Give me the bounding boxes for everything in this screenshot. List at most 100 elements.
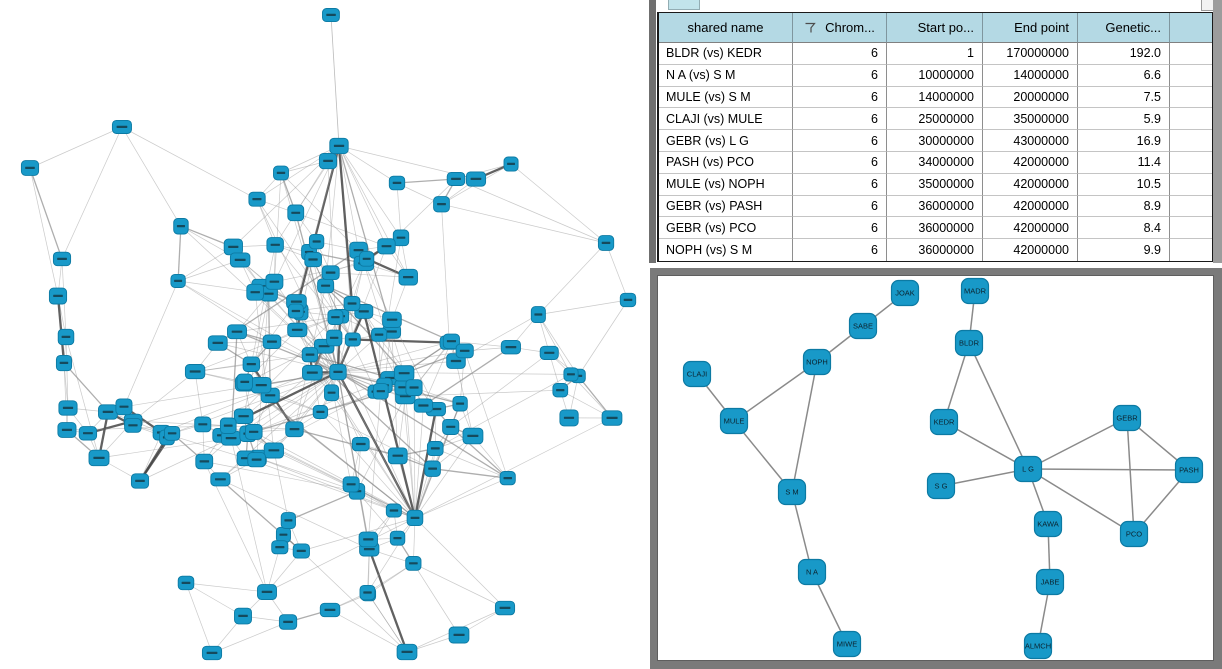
network-node[interactable] bbox=[302, 365, 323, 381]
network-node[interactable] bbox=[499, 471, 516, 486]
network-edge[interactable] bbox=[414, 468, 433, 519]
subnetwork-edge[interactable] bbox=[791, 361, 818, 493]
network-node[interactable] bbox=[55, 354, 73, 372]
subnetwork-node-miwe[interactable]: MIWE bbox=[832, 630, 862, 658]
network-node[interactable] bbox=[48, 287, 68, 305]
network-edge[interactable] bbox=[250, 244, 276, 365]
network-edge[interactable] bbox=[121, 126, 258, 200]
network-edge[interactable] bbox=[368, 548, 409, 653]
network-node[interactable] bbox=[304, 252, 322, 268]
network-node[interactable] bbox=[262, 334, 282, 349]
network-edge[interactable] bbox=[441, 204, 450, 343]
table-row[interactable]: MULE (vs) NOPH 6 35000000 42000000 10.5 bbox=[659, 173, 1212, 196]
network-node[interactable] bbox=[405, 379, 423, 396]
network-edge[interactable] bbox=[338, 145, 387, 247]
network-node[interactable] bbox=[287, 204, 305, 222]
network-edge[interactable] bbox=[441, 203, 607, 244]
network-node[interactable] bbox=[344, 332, 361, 347]
network-edge[interactable] bbox=[139, 432, 163, 482]
network-node[interactable] bbox=[552, 383, 569, 398]
network-node[interactable] bbox=[20, 160, 40, 176]
network-node[interactable] bbox=[219, 417, 237, 434]
network-edge[interactable] bbox=[177, 226, 182, 282]
network-edge[interactable] bbox=[63, 362, 109, 413]
network-edge[interactable] bbox=[185, 582, 213, 654]
subnetwork-edge[interactable] bbox=[1126, 417, 1135, 535]
subnetwork-edge[interactable] bbox=[968, 342, 1029, 470]
network-node[interactable] bbox=[351, 436, 370, 452]
network-node[interactable] bbox=[124, 417, 142, 433]
network-node[interactable] bbox=[194, 416, 212, 433]
network-edge[interactable] bbox=[295, 212, 387, 247]
network-node[interactable] bbox=[426, 441, 444, 457]
network-node[interactable] bbox=[372, 383, 389, 400]
subnetwork-node-claji[interactable]: CLAJI bbox=[682, 360, 712, 388]
network-node[interactable] bbox=[233, 408, 254, 424]
network-edge[interactable] bbox=[338, 145, 393, 332]
network-node[interactable] bbox=[58, 400, 78, 416]
network-node[interactable] bbox=[210, 472, 231, 487]
network-edge[interactable] bbox=[243, 293, 270, 417]
panel-splitter[interactable] bbox=[649, 0, 656, 263]
network-edge[interactable] bbox=[185, 582, 268, 593]
network-edge[interactable] bbox=[29, 167, 63, 260]
network-edge[interactable] bbox=[367, 517, 416, 593]
network-node[interactable] bbox=[292, 543, 310, 559]
column-header-shared-name[interactable]: shared name bbox=[659, 13, 793, 43]
network-node[interactable] bbox=[503, 156, 519, 172]
network-node[interactable] bbox=[195, 453, 214, 470]
subnetwork-node-l-g[interactable]: L G bbox=[1013, 455, 1043, 483]
network-node[interactable] bbox=[398, 268, 418, 286]
subnetwork-edge[interactable] bbox=[1027, 468, 1190, 471]
network-node[interactable] bbox=[227, 324, 247, 340]
network-edge[interactable] bbox=[337, 371, 509, 479]
subnetwork-node-bldr[interactable]: BLDR bbox=[954, 329, 984, 357]
network-node[interactable] bbox=[359, 584, 376, 601]
network-node[interactable] bbox=[442, 333, 460, 350]
network-node[interactable] bbox=[275, 526, 291, 543]
network-edge[interactable] bbox=[266, 517, 416, 593]
network-node[interactable] bbox=[246, 283, 264, 301]
column-header-start-po-[interactable]: Start po... bbox=[887, 13, 983, 43]
network-edge[interactable] bbox=[177, 280, 273, 342]
network-edge[interactable] bbox=[450, 426, 509, 479]
subnetwork-node-madr[interactable]: MADR bbox=[960, 277, 990, 305]
network-node[interactable] bbox=[393, 365, 415, 382]
subnetwork-node-noph[interactable]: NOPH bbox=[802, 348, 832, 376]
network-edge[interactable] bbox=[414, 477, 508, 519]
network-node[interactable] bbox=[164, 425, 181, 441]
network-node[interactable] bbox=[377, 238, 396, 255]
network-node[interactable] bbox=[597, 235, 615, 251]
subnetwork-edge[interactable] bbox=[1027, 468, 1135, 535]
network-node[interactable] bbox=[184, 364, 206, 380]
network-edge[interactable] bbox=[338, 145, 359, 251]
subnetwork-node-sabe[interactable]: SABE bbox=[848, 312, 878, 340]
network-node[interactable] bbox=[530, 306, 546, 324]
main-network-canvas[interactable] bbox=[0, 0, 650, 669]
network-node[interactable] bbox=[327, 309, 344, 325]
network-edge[interactable] bbox=[338, 145, 402, 238]
network-edge[interactable] bbox=[61, 126, 123, 260]
network-edge[interactable] bbox=[132, 371, 196, 422]
network-edge[interactable] bbox=[337, 371, 572, 375]
network-node[interactable] bbox=[563, 367, 579, 382]
column-header-filler[interactable] bbox=[1170, 13, 1212, 43]
network-edge[interactable] bbox=[227, 317, 336, 426]
subnetwork-node-pash[interactable]: PASH bbox=[1174, 456, 1204, 484]
network-node[interactable] bbox=[201, 645, 223, 661]
network-edge[interactable] bbox=[362, 311, 417, 519]
table-row[interactable]: N A (vs) S M 6 10000000 14000000 6.6 bbox=[659, 64, 1212, 87]
network-node[interactable] bbox=[271, 540, 289, 555]
table-row[interactable]: PASH (vs) PCO 6 34000000 42000000 11.4 bbox=[659, 151, 1212, 174]
network-edge[interactable] bbox=[294, 346, 325, 430]
network-edge[interactable] bbox=[294, 428, 398, 457]
subnetwork-node-joak[interactable]: JOAK bbox=[890, 279, 920, 307]
network-node[interactable] bbox=[242, 356, 261, 372]
subnetwork-node-mule[interactable]: MULE bbox=[719, 407, 749, 435]
column-header-end-point[interactable]: End point bbox=[983, 13, 1078, 43]
network-node[interactable] bbox=[382, 311, 402, 328]
network-edge[interactable] bbox=[274, 172, 282, 282]
network-edge[interactable] bbox=[323, 346, 352, 485]
network-edge[interactable] bbox=[244, 381, 416, 519]
network-edge[interactable] bbox=[65, 336, 69, 409]
